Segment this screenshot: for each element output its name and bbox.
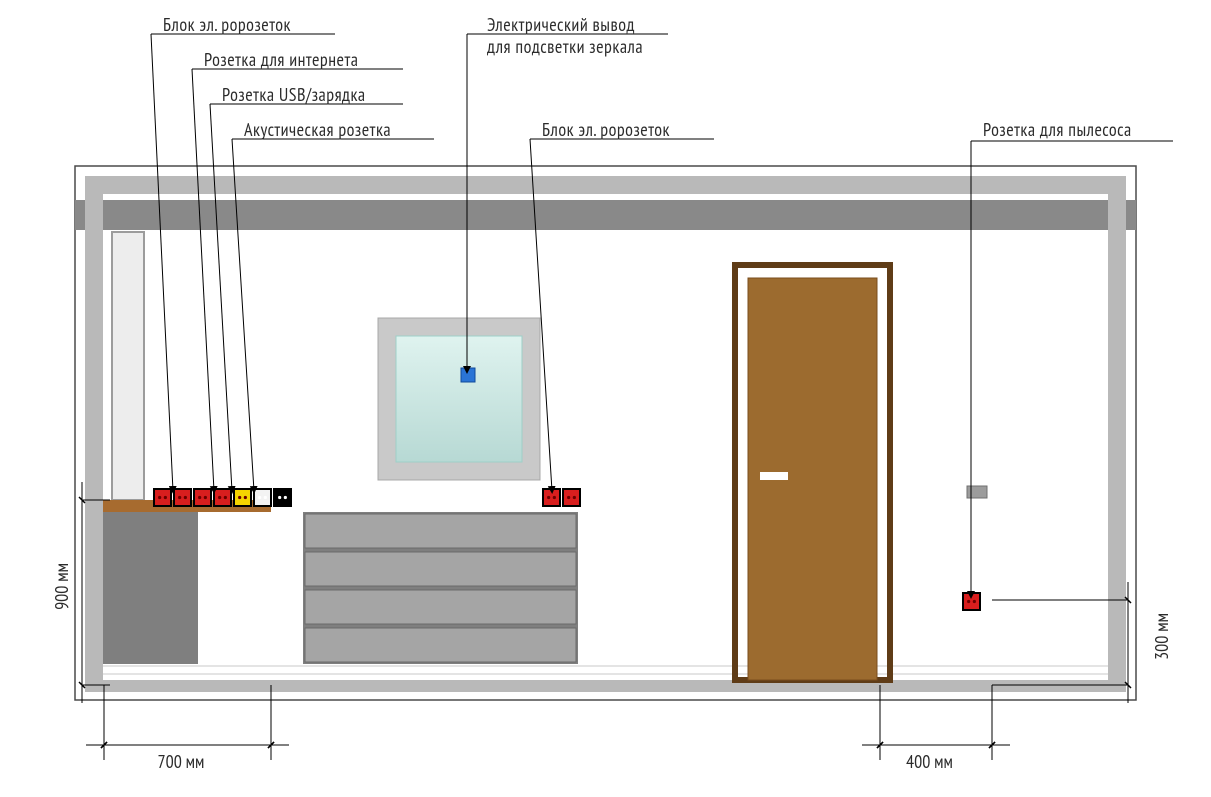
callout-l_inet: Розетка для интернета [204, 49, 358, 71]
callout-l_block1: Блок эл. ророзеток [163, 14, 291, 36]
dim-h900: 900 мм [50, 563, 73, 610]
callout-l_usb: Розетка USB/зарядка [222, 84, 366, 106]
dim-h300: 300 мм [1150, 613, 1173, 660]
callout-l_vac: Розетка для пылесоса [983, 119, 1132, 141]
dim-w400: 400 мм [906, 750, 953, 773]
callout-l_block2: Блок эл. ророзеток [542, 119, 670, 141]
callout-l_ac: Акустическая розетка [244, 119, 391, 141]
callout-l_mirror: Электрический вывод для подсветки зеркал… [487, 14, 643, 58]
dim-w700: 700 мм [158, 750, 205, 773]
